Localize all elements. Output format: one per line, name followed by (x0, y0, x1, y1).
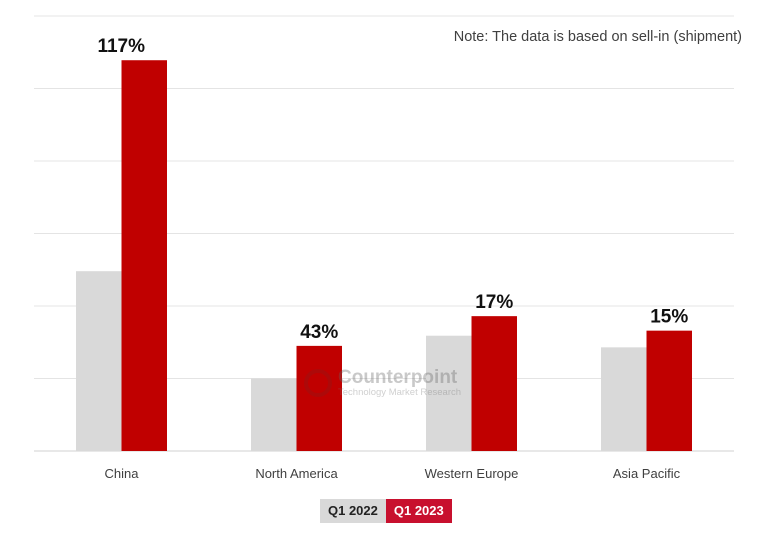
bar-q1-2022 (601, 347, 647, 451)
legend: Q1 2022 Q1 2023 (320, 499, 452, 523)
x-tick-label: Asia Pacific (613, 466, 681, 481)
data-label: 17% (475, 292, 513, 313)
bar-q1-2022 (251, 378, 297, 451)
x-tick-label: Western Europe (425, 466, 519, 481)
data-label: 15% (650, 307, 688, 328)
x-tick-label: China (105, 466, 140, 481)
legend-item-q1-2023: Q1 2023 (385, 499, 452, 523)
legend-item-q1-2022: Q1 2022 (320, 499, 386, 523)
watermark-tagline: Technology Market Research (338, 387, 462, 398)
counterpoint-logo-icon (304, 369, 332, 397)
data-label: 43% (300, 322, 338, 343)
bar-q1-2023 (296, 345, 342, 451)
bar-q1-2023 (471, 316, 517, 451)
bar-q1-2023 (646, 330, 692, 451)
bar-q1-2022 (76, 271, 122, 451)
chart-note: Note: The data is based on sell-in (ship… (453, 29, 742, 45)
watermark-logo: Counterpoint Technology Market Research (304, 368, 461, 398)
x-tick-label: North America (255, 466, 338, 481)
bar-q1-2022 (426, 335, 472, 451)
bar-q1-2023 (121, 60, 167, 451)
data-label: 117% (97, 36, 145, 57)
watermark-name: Counterpoint (338, 367, 458, 388)
